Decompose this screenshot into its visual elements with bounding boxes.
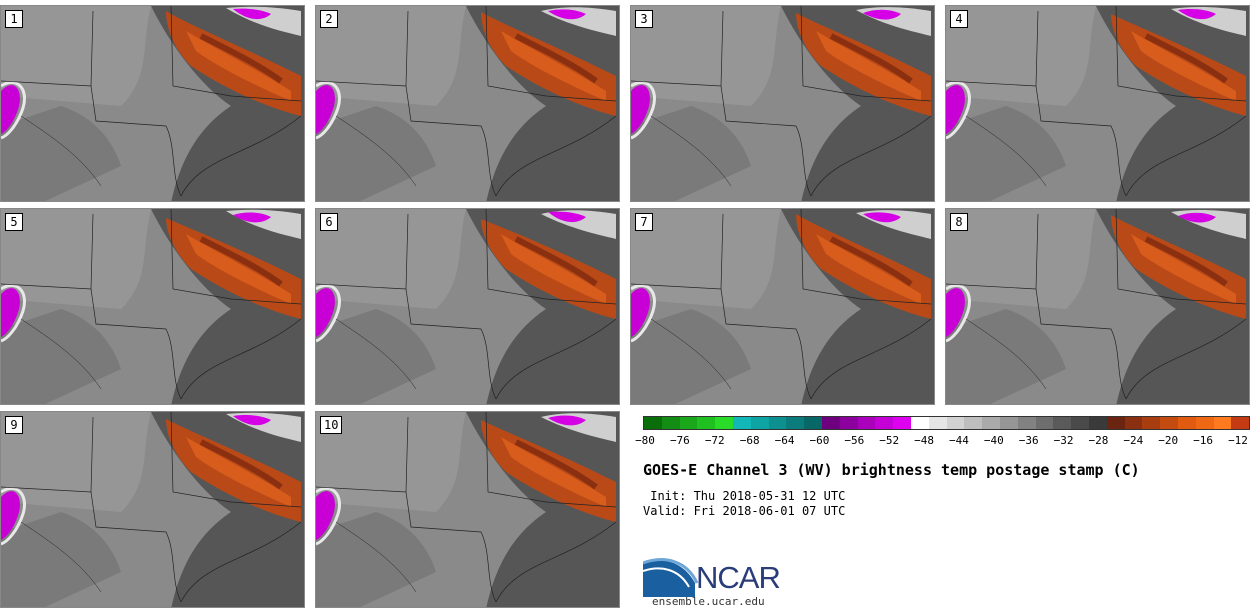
colorbar-segment [1195,417,1214,429]
colorbar-segment [982,417,1000,429]
chart-title: GOES-E Channel 3 (WV) brightness temp po… [643,461,1140,479]
colorbar-tick-label: −68 [739,434,760,447]
colorbar-tick-label: −72 [704,434,725,447]
colorbar-tick-label: −44 [949,434,969,447]
water-vapor-map [946,6,1249,201]
colorbar-tick-label: −56 [844,434,865,447]
colorbar-tick-label: −76 [669,434,690,447]
water-vapor-map [316,412,619,607]
water-vapor-map [1,412,304,607]
colorbar-segment [928,417,947,429]
colorbar-segment [715,417,733,429]
panel-number-label: 1 [5,10,23,28]
colorbar-segment [910,417,929,429]
postage-stamp-panel: 5 [0,208,305,405]
colorbar-segment [732,417,751,429]
colorbar-segment [1213,417,1232,429]
colorbar-segment [946,417,965,429]
colorbar-tick-label: −20 [1158,434,1179,447]
panel-number-label: 9 [5,416,23,434]
colorbar-segment [893,417,911,429]
postage-stamp-panel: 1 [0,5,305,202]
colorbar-segment [821,417,840,429]
colorbar-segment [999,417,1018,429]
colorbar-segment [1124,417,1143,429]
panel-number-label: 3 [635,10,653,28]
panel-number-label: 7 [635,213,653,231]
colorbar-segment [804,417,822,429]
colorbar-tick-label: −48 [914,434,934,447]
postage-stamp-panel: 6 [315,208,620,405]
postage-stamp-panel: 4 [945,5,1250,202]
valid-time: Valid: Fri 2018-06-01 07 UTC [643,504,846,518]
panel-number-label: 5 [5,213,23,231]
colorbar-tick-label: −28 [1088,434,1109,447]
colorbar-segment [644,417,662,429]
colorbar-tick-label: −24 [1123,434,1144,447]
colorbar-segment [768,417,787,429]
colorbar-segment [1035,417,1054,429]
water-vapor-map [316,209,619,404]
water-vapor-map [631,209,934,404]
water-vapor-map [631,6,934,201]
water-vapor-map [316,6,619,201]
postage-stamp-panel: 7 [630,208,935,405]
colorbar-segment [1106,417,1125,429]
colorbar-segment [679,417,698,429]
water-vapor-map [946,209,1249,404]
water-vapor-map [1,6,304,201]
panel-number-label: 4 [950,10,968,28]
ncar-logo-text: NCAR [696,560,781,595]
colorbar-tick-label: −16 [1193,434,1214,447]
colorbar-segment [661,417,680,429]
colorbar-segment [1142,417,1161,429]
colorbar-segment [1017,417,1036,429]
panel-number-label: 10 [320,416,343,434]
colorbar-segment [1160,417,1178,429]
colorbar-segment [857,417,876,429]
colorbar-segment [875,417,894,429]
init-time: Init: Thu 2018-05-31 12 UTC [643,489,846,503]
colorbar-segment [1177,417,1196,429]
colorbar-tick-label: −36 [1018,434,1039,447]
colorbar-segment [1088,417,1107,429]
colorbar-segment [786,417,805,429]
colorbar-tick-label: −64 [774,434,795,447]
colorbar-tick-label: −52 [879,434,900,447]
panel-number-label: 8 [950,213,968,231]
colorbar-segment [1053,417,1072,429]
panel-number-label: 6 [320,213,338,231]
postage-stamp-panel: 9 [0,411,305,608]
postage-stamp-panel: 8 [945,208,1250,405]
panel-number-label: 2 [320,10,338,28]
colorbar-segment [964,417,983,429]
ncar-logo-icon [643,558,699,597]
colorbar [643,416,1250,430]
colorbar-tick-label: −80 [635,434,655,447]
colorbar-tick-label: −32 [1053,434,1074,447]
colorbar-segment [750,417,769,429]
postage-stamp-panel: 10 [315,411,620,608]
colorbar-tick-label: −40 [983,434,1004,447]
postage-stamp-panel: 3 [630,5,935,202]
colorbar-tick-label: −60 [809,434,830,447]
site-url: ensemble.ucar.edu [652,595,765,608]
colorbar-segment [839,417,858,429]
postage-stamp-panel: 2 [315,5,620,202]
colorbar-tick-label: −12 [1228,434,1248,447]
colorbar-segment [697,417,716,429]
water-vapor-map [1,209,304,404]
colorbar-segment [1231,417,1250,429]
colorbar-segment [1071,417,1089,429]
